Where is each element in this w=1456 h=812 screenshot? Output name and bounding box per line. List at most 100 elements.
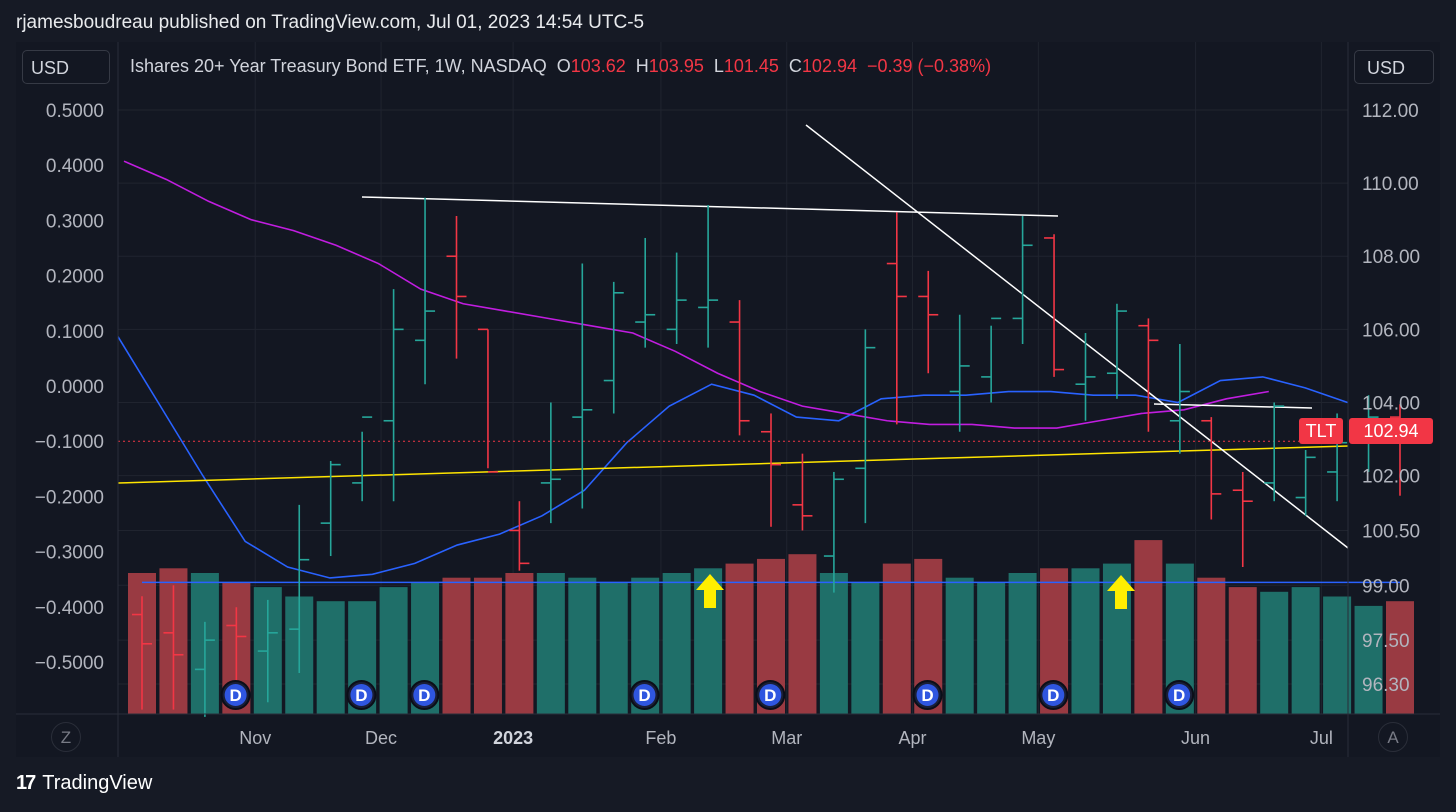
legend-title: Ishares 20+ Year Treasury Bond ETF, 1W, … — [130, 56, 547, 76]
legend-low-label: L — [713, 56, 724, 76]
ohlc-bar — [1075, 333, 1096, 421]
dividend-marker: D — [629, 680, 660, 710]
volume-bar — [1323, 596, 1352, 714]
dividend-dot — [224, 684, 247, 706]
dividend-marker: D — [755, 680, 786, 710]
volume-bar — [1386, 601, 1414, 714]
dividend-dot — [759, 684, 782, 706]
price-tick-label: 97.50 — [1362, 631, 1410, 652]
auto-scale-a-button[interactable]: A — [1378, 722, 1408, 752]
volume-bar — [882, 563, 911, 714]
dividend-letter: D — [418, 686, 430, 705]
footer-brand: TradingView — [42, 772, 153, 794]
ohlc-bar — [729, 300, 750, 436]
ohlc-bar — [132, 596, 152, 710]
last-price-tag: 102.94 — [1349, 418, 1433, 444]
ohlc-bar — [635, 237, 656, 348]
volume-bar — [819, 573, 848, 714]
ohlc-bar — [1106, 303, 1127, 399]
time-tick-label: 2023 — [493, 728, 533, 748]
volume-bar — [1260, 591, 1289, 714]
volume-bar — [473, 577, 502, 714]
dividend-letter: D — [229, 686, 241, 705]
left-tick-label: −0.4000 — [35, 598, 104, 619]
volume-bar — [1134, 540, 1163, 714]
price-tick-label: 106.00 — [1362, 320, 1420, 341]
price-tick-label: 108.00 — [1362, 247, 1420, 268]
ohlc-bar — [918, 270, 939, 374]
legend-close-label: C — [788, 56, 802, 76]
ohlc-bar — [415, 197, 436, 385]
ohlc-bar — [792, 453, 813, 531]
ohlc-bar — [383, 289, 404, 502]
ohlc-bar — [761, 413, 781, 527]
ohlc-bar — [226, 607, 247, 688]
ohlc-bar — [1232, 471, 1253, 568]
dividend-letter: D — [1047, 686, 1059, 705]
volume-bar — [662, 573, 691, 714]
volume-bar — [316, 601, 345, 714]
ohlc-bar — [446, 216, 467, 359]
time-tick-label: Jun — [1181, 728, 1210, 748]
moving-averages — [117, 160, 1348, 579]
legend-high-label: H — [635, 56, 649, 76]
left-tick-label: 0.3000 — [46, 211, 104, 232]
tradingview-logo[interactable]: 17 TradingView — [16, 772, 152, 795]
dividend-letter: D — [1173, 686, 1185, 705]
ohlc-bar — [1295, 450, 1316, 516]
tradingview-logo-icon: 17 — [16, 772, 36, 794]
volume-bar — [1354, 605, 1383, 714]
ohlc-bar — [1012, 216, 1033, 344]
axes: 112.00 110.00 108.00 106.00 104.00 102.00 100.… — [16, 42, 1440, 757]
price-tick-label: 110.00 — [1362, 174, 1419, 195]
volume-bar — [1291, 587, 1320, 714]
ohlc-bar — [949, 314, 970, 432]
left-tick-label: −0.3000 — [35, 543, 104, 564]
volume-bar — [788, 554, 817, 714]
symbol-legend[interactable]: Ishares 20+ Year Treasury Bond ETF, 1W, … — [130, 56, 991, 77]
ohlc-bar — [194, 621, 215, 717]
ohlc-bar — [698, 205, 719, 348]
dividend-marker: D — [220, 680, 251, 710]
ohlc-bar — [320, 460, 341, 557]
left-tick-label: −0.2000 — [35, 487, 104, 508]
yellow-arrow-up — [1107, 575, 1135, 609]
left-tick-label: −0.1000 — [35, 432, 104, 453]
ohlc-bar — [163, 585, 184, 710]
left-tick-label: 0.2000 — [46, 267, 104, 288]
volume-bar — [536, 573, 565, 714]
dividend-marker: D — [1038, 680, 1069, 710]
volume-bar — [1008, 573, 1037, 714]
ohlc-bar — [509, 501, 530, 571]
ohlc-bar — [823, 471, 844, 593]
volume-bar — [1071, 568, 1100, 714]
dividend-letter: D — [638, 686, 650, 705]
volume-bar — [1228, 587, 1257, 714]
left-tick-label: −0.5000 — [35, 653, 104, 674]
trendline-yellow — [117, 445, 1349, 484]
left-currency-button[interactable]: USD — [22, 50, 110, 84]
legend-low: 101.45 — [723, 56, 779, 76]
auto-scale-z-button[interactable]: Z — [51, 722, 81, 752]
left-tick-label: 0.5000 — [46, 101, 104, 122]
trendline-down — [805, 124, 1349, 549]
right-currency-button[interactable]: USD — [1354, 50, 1434, 84]
legend-change: −0.39 (−0.38%) — [866, 56, 992, 76]
volume-bar — [977, 582, 1006, 714]
volume-bar — [725, 563, 754, 714]
ohlc-bar — [1201, 417, 1222, 520]
ohlc-bar — [855, 329, 876, 524]
dividend-letter: D — [764, 686, 776, 705]
volume-bar — [505, 573, 534, 714]
dividend-marker: D — [912, 680, 943, 710]
price-tick-label: 104.00 — [1362, 393, 1420, 414]
dividend-marker: D — [409, 680, 440, 710]
dividend-dot — [1042, 684, 1065, 706]
sma-slow-line — [123, 160, 1269, 429]
ohlc-bar — [477, 328, 498, 473]
ohlc-bar — [352, 416, 373, 502]
price-tick-label: 99.00 — [1362, 576, 1410, 597]
